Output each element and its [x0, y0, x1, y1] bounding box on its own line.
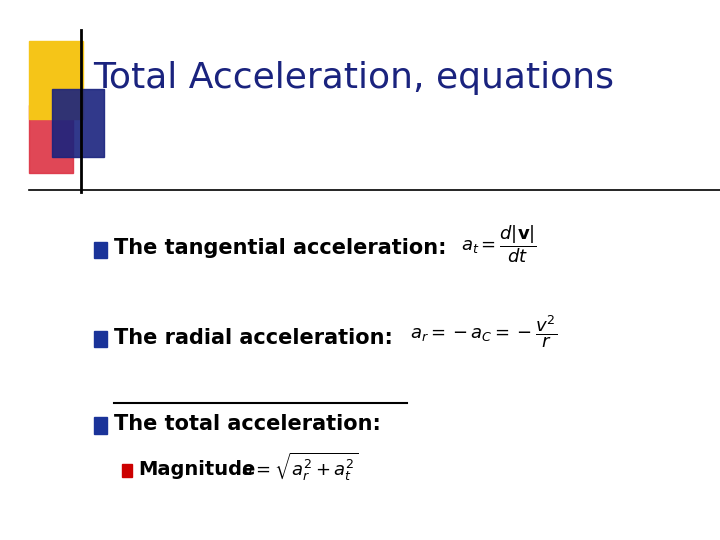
Text: Magnitude: Magnitude [138, 460, 256, 480]
Text: The tangential acceleration:: The tangential acceleration: [114, 238, 446, 259]
Bar [52, 89, 104, 157]
Bar [94, 417, 107, 434]
Bar [29, 40, 83, 119]
Bar [122, 464, 132, 477]
Text: $a_t = \dfrac{d|\mathbf{v}|}{dt}$: $a_t = \dfrac{d|\mathbf{v}|}{dt}$ [461, 223, 536, 265]
Bar [94, 242, 107, 258]
Text: The radial acceleration:: The radial acceleration: [114, 327, 392, 348]
Bar [94, 331, 107, 347]
Text: Total Acceleration, equations: Total Acceleration, equations [94, 62, 615, 95]
Text: $a_r = -a_C = -\dfrac{v^2}{r}$: $a_r = -a_C = -\dfrac{v^2}{r}$ [410, 314, 558, 350]
Text: The total acceleration:: The total acceleration: [114, 414, 381, 434]
Text: $a = \sqrt{a_r^2 + a_t^2}$: $a = \sqrt{a_r^2 + a_t^2}$ [241, 451, 359, 483]
Bar [29, 105, 73, 173]
